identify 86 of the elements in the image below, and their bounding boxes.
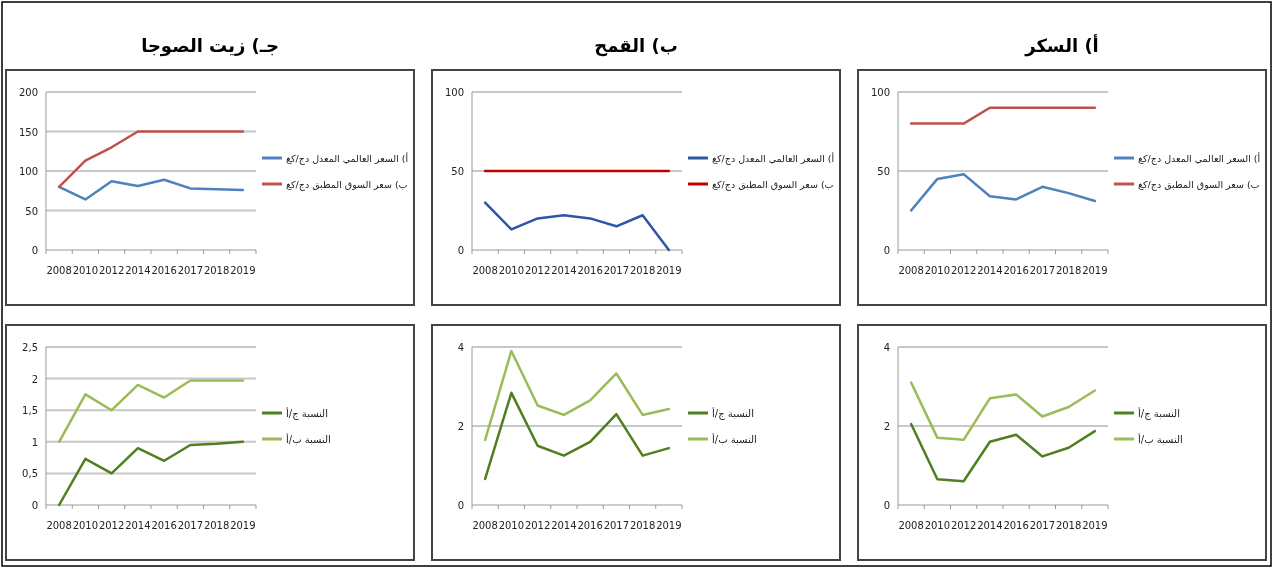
y-tick-label: 2 xyxy=(457,421,464,432)
x-tick-label: 2010 xyxy=(924,265,951,276)
y-tick-label: 1 xyxy=(31,436,38,448)
x-tick-label: 2018 xyxy=(629,265,656,276)
y-tick-label: 4 xyxy=(457,342,464,353)
x-tick-label: 2019 xyxy=(1082,520,1108,531)
x-tick-label: 2014 xyxy=(551,520,577,531)
x-tick-label: 2008 xyxy=(46,265,72,276)
x-tick-label: 2010 xyxy=(72,265,99,276)
y-tick-label: 0 xyxy=(883,500,890,511)
y-tick-label: 100 xyxy=(18,166,38,177)
legend-label: النسبة ب/أ xyxy=(286,433,331,445)
x-tick-label: 2016 xyxy=(151,265,177,276)
y-tick-label: 0 xyxy=(883,245,890,256)
x-tick-label: 2008 xyxy=(46,520,72,531)
legend-label: ب) سعر السوق المطبق دج/كغ xyxy=(712,179,834,191)
y-tick-label: 0 xyxy=(457,500,464,511)
x-tick-label: 2016 xyxy=(577,265,603,276)
x-tick-label: 2014 xyxy=(551,265,577,276)
x-tick-label: 2017 xyxy=(1029,265,1056,276)
x-tick-label: 2012 xyxy=(524,265,551,276)
legend-label: النسبة ج/أ xyxy=(286,407,328,420)
x-tick-label: 2012 xyxy=(524,520,551,531)
x-tick-label: 2017 xyxy=(603,265,630,276)
x-tick-label: 2019 xyxy=(656,265,682,276)
x-tick-label: 2012 xyxy=(950,265,977,276)
x-tick-label: 2010 xyxy=(498,265,525,276)
legend-label: أ) السعر العالمي المعدل دج/كغ xyxy=(1138,152,1261,165)
x-tick-label: 2019 xyxy=(1082,265,1108,276)
x-tick-label: 2016 xyxy=(151,520,177,531)
y-tick-label: 50 xyxy=(25,205,38,217)
x-tick-label: 2018 xyxy=(1055,265,1082,276)
x-tick-label: 2012 xyxy=(950,520,977,531)
x-tick-label: 2019 xyxy=(656,520,682,531)
x-tick-label: 2018 xyxy=(629,520,656,531)
y-tick-label: 4 xyxy=(883,342,890,353)
x-tick-label: 2016 xyxy=(1003,265,1029,276)
x-tick-label: 2019 xyxy=(230,520,256,531)
x-tick-label: 2014 xyxy=(977,265,1003,276)
chart-title: ب) القمح xyxy=(594,35,678,57)
x-tick-label: 2008 xyxy=(898,265,924,276)
x-tick-label: 2014 xyxy=(977,520,1003,531)
y-tick-label: 2,5 xyxy=(22,342,38,353)
x-tick-label: 2012 xyxy=(98,265,125,276)
x-tick-label: 2008 xyxy=(472,520,498,531)
legend-label: النسبة ب/أ xyxy=(1138,433,1183,445)
x-tick-label: 2008 xyxy=(472,265,498,276)
y-tick-label: 200 xyxy=(18,87,38,98)
y-tick-label: 0 xyxy=(457,245,464,256)
x-tick-label: 2017 xyxy=(177,520,204,531)
legend-label: أ) السعر العالمي المعدل دج/كغ xyxy=(286,152,409,165)
y-tick-label: 2 xyxy=(883,421,890,432)
x-tick-label: 2012 xyxy=(98,520,125,531)
y-tick-label: 0 xyxy=(31,245,38,256)
x-tick-label: 2017 xyxy=(603,520,630,531)
x-tick-label: 2010 xyxy=(924,520,951,531)
legend-label: النسبة ج/أ xyxy=(712,407,754,420)
y-tick-label: 1,5 xyxy=(22,405,38,417)
y-tick-label: 0 xyxy=(31,500,38,511)
x-tick-label: 2017 xyxy=(1029,520,1056,531)
x-tick-label: 2018 xyxy=(203,520,230,531)
legend-label: النسبة ب/أ xyxy=(712,433,757,445)
x-tick-label: 2018 xyxy=(203,265,230,276)
y-tick-label: 50 xyxy=(451,166,464,177)
chart-title: جـ) زيت الصوجا xyxy=(141,35,279,57)
y-tick-label: 100 xyxy=(444,87,464,98)
x-tick-label: 2017 xyxy=(177,265,204,276)
legend-label: ب) سعر السوق المطبق دج/كغ xyxy=(1138,179,1260,191)
legend-label: ب) سعر السوق المطبق دج/كغ xyxy=(286,179,408,191)
y-tick-label: 150 xyxy=(18,126,38,138)
y-tick-label: 0,5 xyxy=(22,468,38,480)
y-tick-label: 100 xyxy=(870,87,890,98)
x-tick-label: 2016 xyxy=(1003,520,1029,531)
legend-label: أ) السعر العالمي المعدل دج/كغ xyxy=(712,152,835,165)
x-tick-label: 2010 xyxy=(498,520,525,531)
x-tick-label: 2008 xyxy=(898,520,924,531)
chart-title: أ) السكر xyxy=(1024,34,1099,57)
x-tick-label: 2010 xyxy=(72,520,99,531)
x-tick-label: 2014 xyxy=(125,265,151,276)
x-tick-label: 2016 xyxy=(577,520,603,531)
x-tick-label: 2018 xyxy=(1055,520,1082,531)
x-tick-label: 2014 xyxy=(125,520,151,531)
y-tick-label: 50 xyxy=(877,166,890,177)
y-tick-label: 2 xyxy=(31,373,38,385)
legend-label: النسبة ج/أ xyxy=(1138,407,1180,420)
x-tick-label: 2019 xyxy=(230,265,256,276)
